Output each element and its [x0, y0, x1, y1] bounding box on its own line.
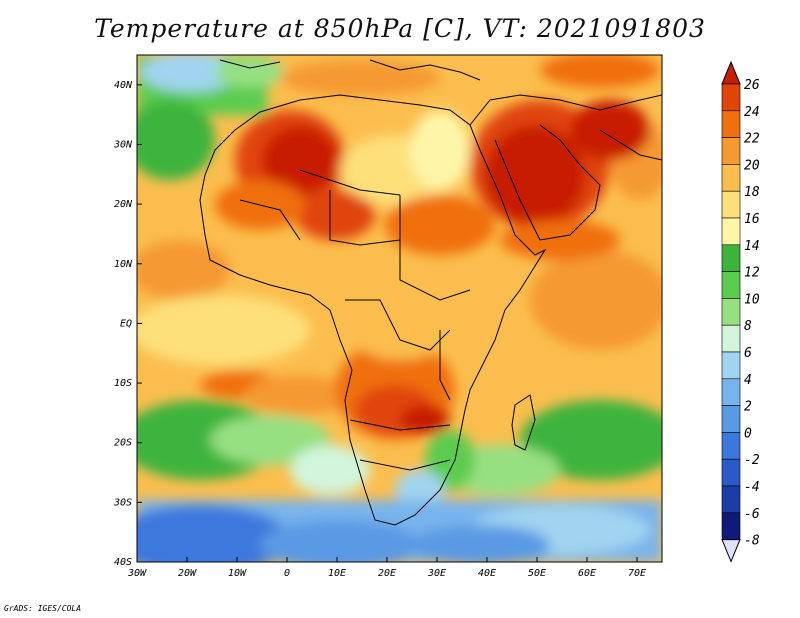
x-tick-label: 30E [427, 568, 446, 579]
colorbar-label: -2 [744, 453, 760, 468]
colorbar-label: 20 [744, 158, 760, 173]
y-tick-label: 10N [114, 259, 133, 270]
colorbar-label: -6 [744, 507, 760, 522]
colorbar-swatch [721, 190, 741, 219]
x-tick-label: 20W [178, 568, 197, 579]
chart-title: Temperature at 850hPa [C], VT: 202109180… [94, 14, 706, 43]
colorbar-swatch [721, 512, 741, 540]
x-tick-label: 10E [328, 568, 346, 579]
y-tick-label: 20S [114, 438, 132, 449]
colorbar-swatch [721, 485, 741, 514]
x-tick-label: 60E [578, 568, 596, 579]
colorbar-label: 2 [744, 400, 752, 415]
x-tick-label: 50E [528, 568, 546, 579]
colorbar-swatch [721, 217, 741, 246]
y-tick-label: 10S [114, 378, 132, 389]
colorbar-label: 18 [744, 185, 760, 200]
colorbar-swatch [721, 271, 741, 299]
x-axis: 30W 20W 10W 0 10E 20E 30E 40E 50E 60E 70E [127, 557, 646, 579]
colorbar-label: 26 [744, 78, 760, 93]
coastlines [199, 59, 662, 526]
colorbar-label: -4 [744, 480, 760, 495]
x-tick-label: 70E [628, 568, 646, 579]
y-tick-label: 30N [113, 139, 133, 150]
colorbar-label: -8 [744, 534, 760, 549]
colorbar-label: 12 [744, 266, 760, 281]
credit-label: GrADS: IGES/COLA [4, 604, 82, 613]
x-tick-label: 0 [284, 568, 290, 579]
x-tick-label: 30W [127, 568, 147, 579]
y-tick-label: 40N [114, 80, 133, 91]
colorbar-swatch [721, 458, 741, 487]
y-axis: 40N 30N 20N 10N EQ 10S 20S 30S 40S [113, 80, 142, 568]
y-tick-label: 40S [114, 557, 132, 568]
colorbar-swatch [721, 351, 741, 380]
colorbar-label: 14 [744, 239, 760, 254]
y-tick-label: 30S [113, 497, 132, 508]
colorbar-label: 22 [744, 132, 760, 147]
plot-frame [136, 54, 663, 563]
colorbar-label: 24 [744, 105, 760, 120]
temperature-field [137, 55, 662, 562]
colorbar-bottom-arrow [721, 539, 741, 563]
colorbar-swatch [721, 164, 741, 192]
colorbar-swatch [721, 405, 741, 433]
colorbar-label: 10 [744, 292, 760, 307]
y-tick-label: EQ [120, 318, 132, 329]
colorbar-swatch [721, 324, 741, 353]
y-tick-label: 20N [114, 199, 133, 210]
colorbar-label: 0 [744, 426, 752, 441]
colorbar-swatch [721, 110, 741, 138]
colorbar-swatch [721, 137, 741, 165]
colorbar-swatch [721, 378, 741, 406]
colorbar-swatch [721, 244, 741, 272]
colorbar-label: 8 [744, 319, 752, 334]
colorbar-swatch [721, 83, 741, 112]
colorbar-swatch [721, 432, 741, 460]
colorbar-label: 6 [744, 346, 752, 361]
colorbar-top-arrow [721, 60, 741, 85]
x-tick-label: 40E [478, 568, 496, 579]
colorbar-label: 4 [744, 373, 752, 388]
x-tick-label: 10W [228, 568, 247, 579]
colorbar-label: 16 [744, 212, 760, 227]
colorbar-swatch [721, 298, 741, 326]
x-tick-label: 20E [378, 568, 396, 579]
